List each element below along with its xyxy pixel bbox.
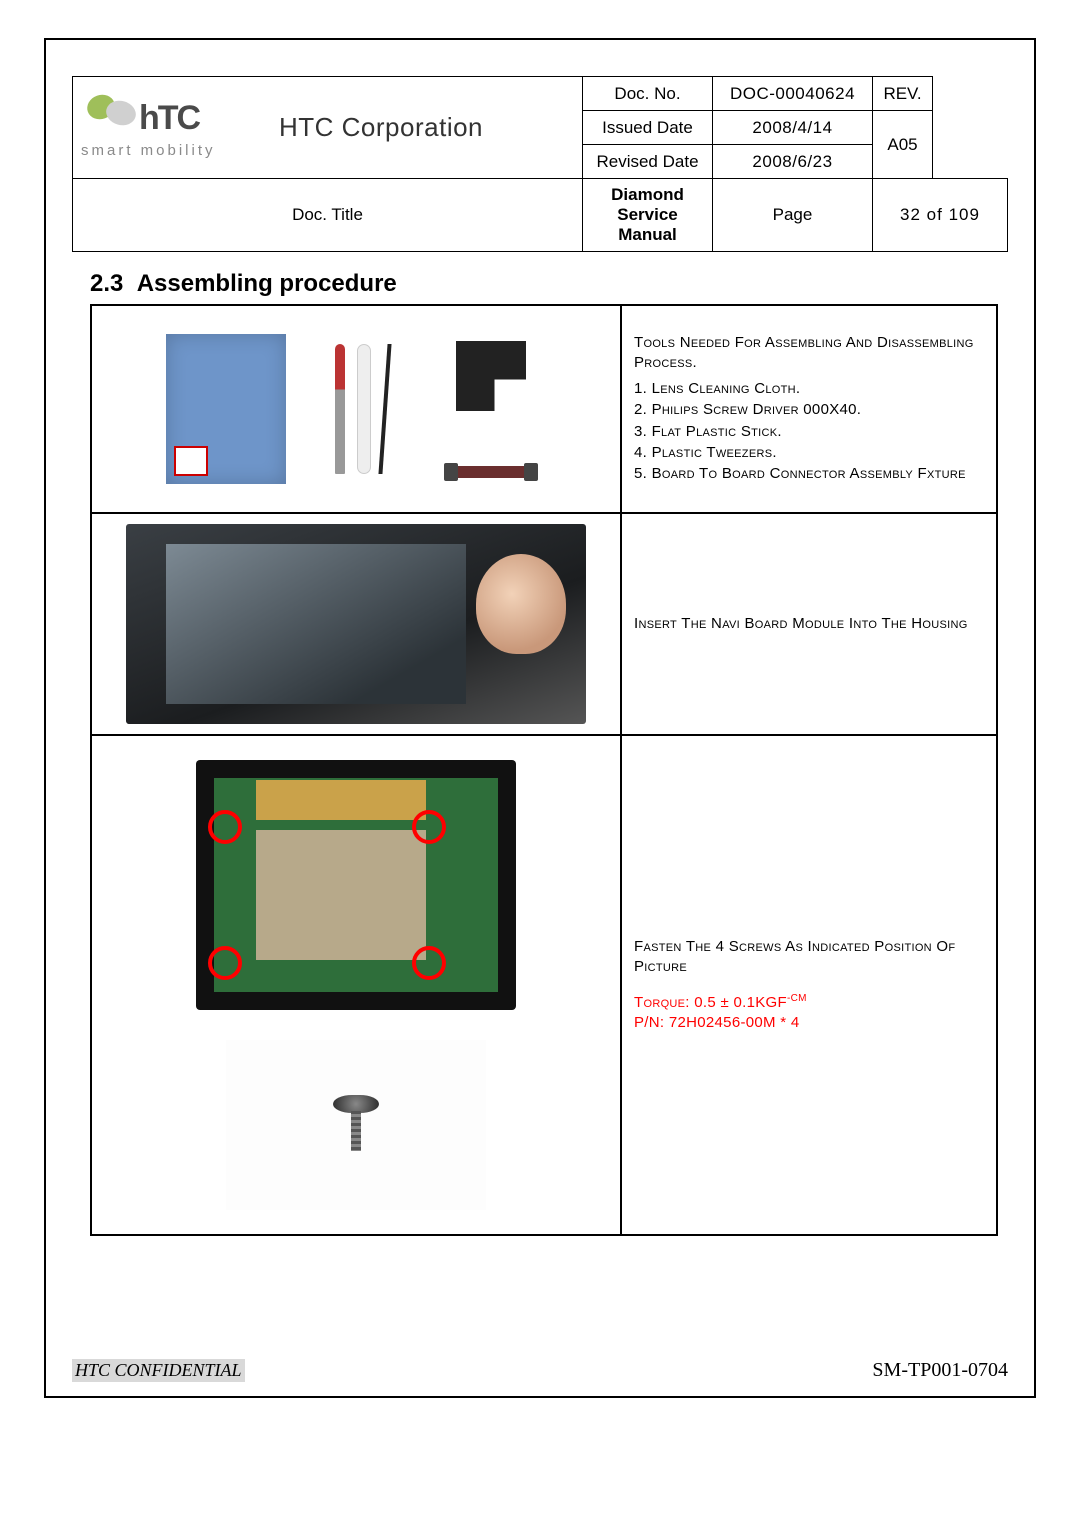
fasten-instruction: Fasten The 4 Screws As Indicated Positio… — [634, 937, 984, 978]
insert-text-cell: Insert The Navi Board Module Into The Ho… — [621, 513, 997, 735]
pcb-image — [196, 760, 516, 1010]
issued-label: Issued Date — [583, 111, 713, 145]
tool-item-1: 1. Lens Cleaning Cloth. — [634, 379, 984, 399]
tool-item-4: 4. Plastic Tweezers. — [634, 443, 984, 463]
part-number: P/N: 72H02456-00M * 4 — [634, 1013, 984, 1033]
insert-image-cell — [91, 513, 621, 735]
svg-text:smart mobility: smart mobility — [81, 142, 216, 159]
navi-board-image — [126, 524, 586, 724]
fixture-image — [436, 442, 546, 502]
torque-spec: Torque: 0.5 ± 0.1KGF-CM — [634, 992, 984, 1013]
fasten-text-cell: Fasten The 4 Screws As Indicated Positio… — [621, 735, 997, 1235]
tools-text-cell: Tools Needed For Assembling And Disassem… — [621, 305, 997, 513]
doc-code: SM-TP001-0704 — [872, 1359, 1008, 1382]
doc-no-label: Doc. No. — [583, 77, 713, 111]
svg-text:hTC: hTC — [139, 99, 201, 137]
tool-item-2: 2. Philips Screw Driver 000X40. — [634, 400, 984, 420]
page-label: Page — [713, 179, 873, 252]
fasten-image-cell — [91, 735, 621, 1235]
header-table: hTC smart mobility HTC Corporation Doc. … — [72, 76, 1008, 252]
section-heading: 2.3 Assembling procedure — [90, 270, 1008, 298]
confidential-label: HTC CONFIDENTIAL — [72, 1359, 245, 1382]
page-value: 32 of 109 — [873, 179, 1008, 252]
revised-value: 2008/6/23 — [713, 145, 873, 179]
doc-title-value: Diamond Service Manual — [583, 179, 713, 252]
tools-heading: Tools Needed For Assembling And Disassem… — [634, 333, 984, 374]
page-frame: hTC smart mobility HTC Corporation Doc. … — [44, 38, 1036, 1398]
screw-marker-icon — [412, 946, 446, 980]
screw-marker-icon — [208, 946, 242, 980]
rev-label: REV. — [873, 77, 933, 111]
cloth-image — [166, 334, 286, 484]
procedure-table: Tools Needed For Assembling And Disassem… — [90, 304, 998, 1236]
logo-cell: hTC smart mobility HTC Corporation — [73, 77, 583, 179]
htc-logo-icon: hTC smart mobility — [81, 89, 271, 167]
screw-marker-icon — [412, 810, 446, 844]
proc-row-insert: Insert The Navi Board Module Into The Ho… — [91, 513, 997, 735]
revised-label: Revised Date — [583, 145, 713, 179]
tool-item-5: 5. Board To Board Connector Assembly Fxt… — [634, 464, 984, 484]
screw-image — [226, 1040, 486, 1210]
proc-row-fasten: Fasten The 4 Screws As Indicated Positio… — [91, 735, 997, 1235]
proc-row-tools: Tools Needed For Assembling And Disassem… — [91, 305, 997, 513]
company-name: HTC Corporation — [279, 112, 483, 143]
doc-no-value: DOC-00040624 — [713, 77, 873, 111]
tools-image-cell — [91, 305, 621, 513]
doc-title-label: Doc. Title — [73, 179, 583, 252]
page-footer: HTC CONFIDENTIAL SM-TP001-0704 — [72, 1359, 1008, 1382]
driver-image — [296, 334, 426, 484]
screw-marker-icon — [208, 810, 242, 844]
rev-value: A05 — [873, 111, 933, 179]
insert-instruction: Insert The Navi Board Module Into The Ho… — [634, 614, 984, 634]
tool-item-3: 3. Flat Plastic Stick. — [634, 422, 984, 442]
issued-value: 2008/4/14 — [713, 111, 873, 145]
bracket-image — [436, 316, 546, 436]
